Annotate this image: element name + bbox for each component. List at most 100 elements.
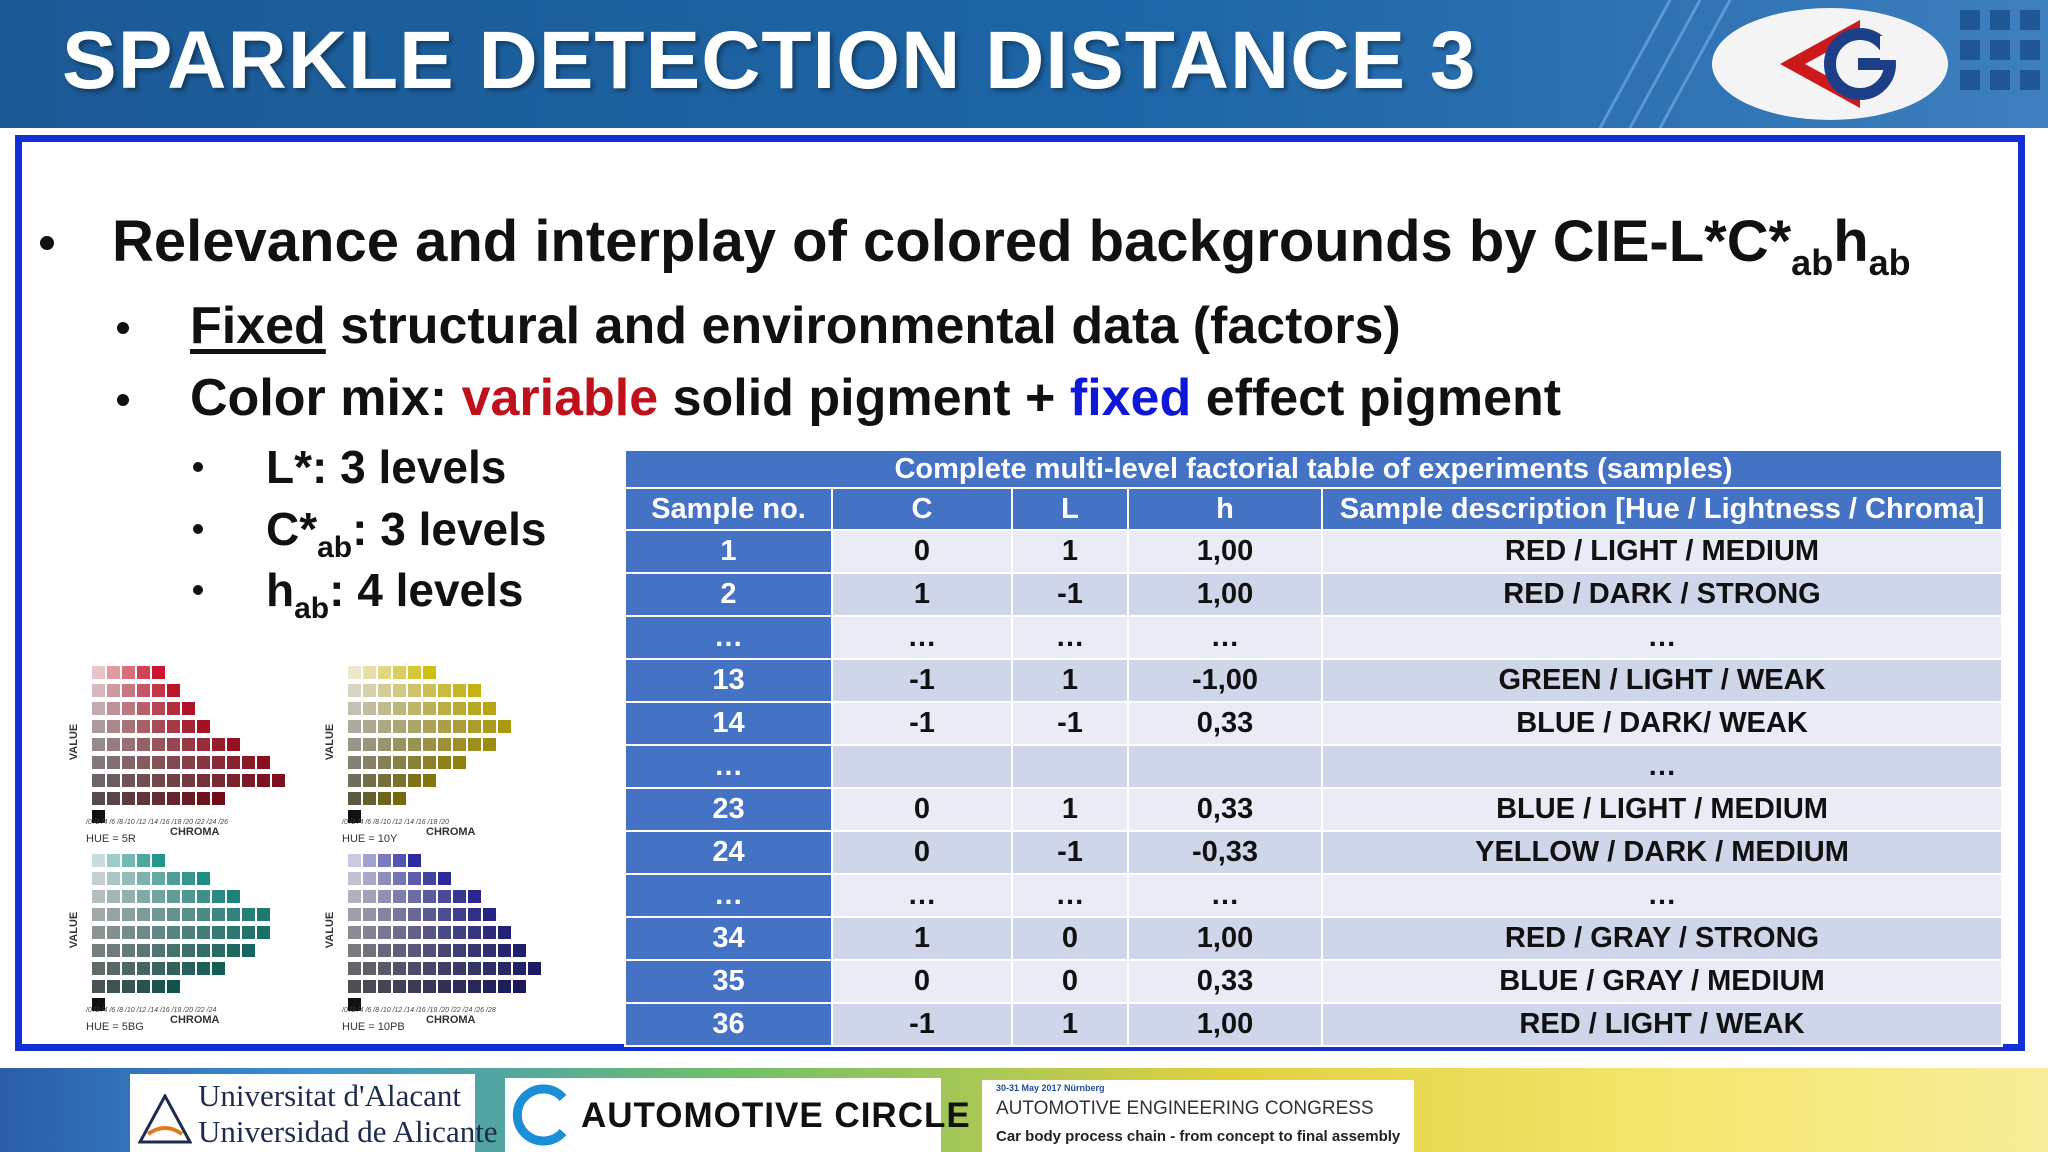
munsell-swatch bbox=[107, 980, 120, 993]
table-cell: 0,33 bbox=[1127, 959, 1323, 1004]
value-axis-label: VALUE bbox=[324, 723, 337, 761]
munsell-swatch bbox=[152, 684, 165, 697]
munsell-swatch bbox=[152, 792, 165, 805]
munsell-swatch bbox=[453, 944, 466, 957]
table-cell: 1,00 bbox=[1127, 1002, 1323, 1047]
munsell-swatch bbox=[137, 962, 150, 975]
table-cell: -1 bbox=[831, 658, 1013, 703]
table-cell: … bbox=[1321, 873, 2003, 918]
munsell-swatch bbox=[363, 702, 376, 715]
table-cell: -1,00 bbox=[1127, 658, 1323, 703]
munsell-swatch bbox=[393, 872, 406, 885]
congress-subtitle: Car body process chain - from concept to… bbox=[996, 1128, 1401, 1145]
table-cell: -1 bbox=[831, 701, 1013, 746]
congress-date: 30-31 May 2017 Nürnberg bbox=[996, 1083, 1105, 1093]
munsell-swatch bbox=[348, 872, 361, 885]
munsell-swatch bbox=[378, 980, 391, 993]
table-cell: 0 bbox=[831, 959, 1013, 1004]
munsell-swatch bbox=[167, 720, 180, 733]
munsell-swatch bbox=[393, 684, 406, 697]
sample-no-cell: … bbox=[624, 873, 833, 918]
table-cell: … bbox=[1321, 744, 2003, 789]
munsell-swatch bbox=[182, 774, 195, 787]
munsell-swatch bbox=[363, 980, 376, 993]
hue-label: HUE = 5R bbox=[86, 833, 136, 845]
munsell-swatch bbox=[423, 774, 436, 787]
munsell-swatch bbox=[137, 666, 150, 679]
munsell-swatch bbox=[453, 738, 466, 751]
munsell-swatch bbox=[212, 962, 225, 975]
munsell-swatch bbox=[423, 756, 436, 769]
munsell-swatch bbox=[378, 774, 391, 787]
table-row: 24 0 -1 -0,33 YELLOW / DARK / MEDIUM bbox=[624, 830, 2003, 875]
table-cell: BLUE / LIGHT / MEDIUM bbox=[1321, 787, 2003, 832]
sample-no-cell: … bbox=[624, 744, 833, 789]
munsell-swatch bbox=[137, 926, 150, 939]
munsell-swatch bbox=[92, 684, 105, 697]
table-cell: 1,00 bbox=[1127, 572, 1323, 617]
munsell-swatch bbox=[378, 854, 391, 867]
munsell-swatch bbox=[197, 872, 210, 885]
munsell-swatch bbox=[167, 792, 180, 805]
munsell-swatch bbox=[137, 908, 150, 921]
munsell-swatch bbox=[453, 962, 466, 975]
munsell-swatch bbox=[513, 944, 526, 957]
table-cell: 1 bbox=[831, 916, 1013, 961]
munsell-swatch bbox=[513, 962, 526, 975]
munsell-swatch bbox=[92, 702, 105, 715]
munsell-swatch bbox=[348, 998, 361, 1011]
sample-no-cell: 1 bbox=[624, 529, 833, 574]
chroma-ticks: /0 /2 /4 /6 /8 /10 /12 /14 /16 /18 /20 /… bbox=[86, 1007, 217, 1014]
table-cell: -1 bbox=[1011, 572, 1129, 617]
munsell-swatch bbox=[363, 944, 376, 957]
munsell-swatch bbox=[227, 944, 240, 957]
bullet-dot bbox=[193, 585, 203, 595]
munsell-swatch bbox=[348, 926, 361, 939]
munsell-swatch bbox=[122, 890, 135, 903]
munsell-swatch bbox=[423, 962, 436, 975]
table-cell bbox=[1011, 744, 1129, 789]
table-cell: 0,33 bbox=[1127, 787, 1323, 832]
munsell-swatch bbox=[438, 944, 451, 957]
munsell-swatch bbox=[348, 720, 361, 733]
value-axis-label: VALUE bbox=[68, 723, 81, 761]
sample-no-cell: … bbox=[624, 615, 833, 660]
munsell-swatch bbox=[272, 774, 285, 787]
title-bar: SPARKLE DETECTION DISTANCE 3 bbox=[0, 0, 2048, 128]
munsell-swatch bbox=[152, 756, 165, 769]
munsell-swatch bbox=[408, 666, 421, 679]
munsell-swatch bbox=[137, 792, 150, 805]
munsell-swatch bbox=[227, 774, 240, 787]
munsell-swatch bbox=[197, 962, 210, 975]
munsell-swatch bbox=[378, 926, 391, 939]
munsell-swatch bbox=[227, 756, 240, 769]
munsell-swatch bbox=[107, 908, 120, 921]
table-cell bbox=[1127, 744, 1323, 789]
munsell-swatch bbox=[197, 756, 210, 769]
table-cell: -1 bbox=[831, 1002, 1013, 1047]
munsell-swatch bbox=[137, 890, 150, 903]
munsell-swatch bbox=[348, 908, 361, 921]
table-cell: … bbox=[1127, 615, 1323, 660]
munsell-swatch bbox=[483, 944, 496, 957]
munsell-swatch bbox=[408, 926, 421, 939]
munsell-swatch bbox=[197, 720, 210, 733]
munsell-swatch bbox=[408, 738, 421, 751]
table-cell: BLUE / GRAY / MEDIUM bbox=[1321, 959, 2003, 1004]
munsell-swatch bbox=[423, 872, 436, 885]
munsell-swatch bbox=[378, 908, 391, 921]
munsell-swatch bbox=[137, 980, 150, 993]
munsell-swatch bbox=[107, 944, 120, 957]
munsell-swatch bbox=[152, 854, 165, 867]
munsell-swatch bbox=[453, 980, 466, 993]
munsell-swatch bbox=[348, 890, 361, 903]
munsell-swatch bbox=[152, 890, 165, 903]
munsell-swatch bbox=[197, 792, 210, 805]
table-cell: 0 bbox=[831, 787, 1013, 832]
sample-no-cell: 35 bbox=[624, 959, 833, 1004]
munsell-swatch bbox=[438, 720, 451, 733]
table-cell: 0 bbox=[831, 830, 1013, 875]
munsell-swatch bbox=[363, 908, 376, 921]
munsell-swatch bbox=[453, 890, 466, 903]
munsell-chart-5r: VALUE /0 /2 /4 /6 /8 /10 /12 /14 /16 /18… bbox=[62, 656, 312, 846]
